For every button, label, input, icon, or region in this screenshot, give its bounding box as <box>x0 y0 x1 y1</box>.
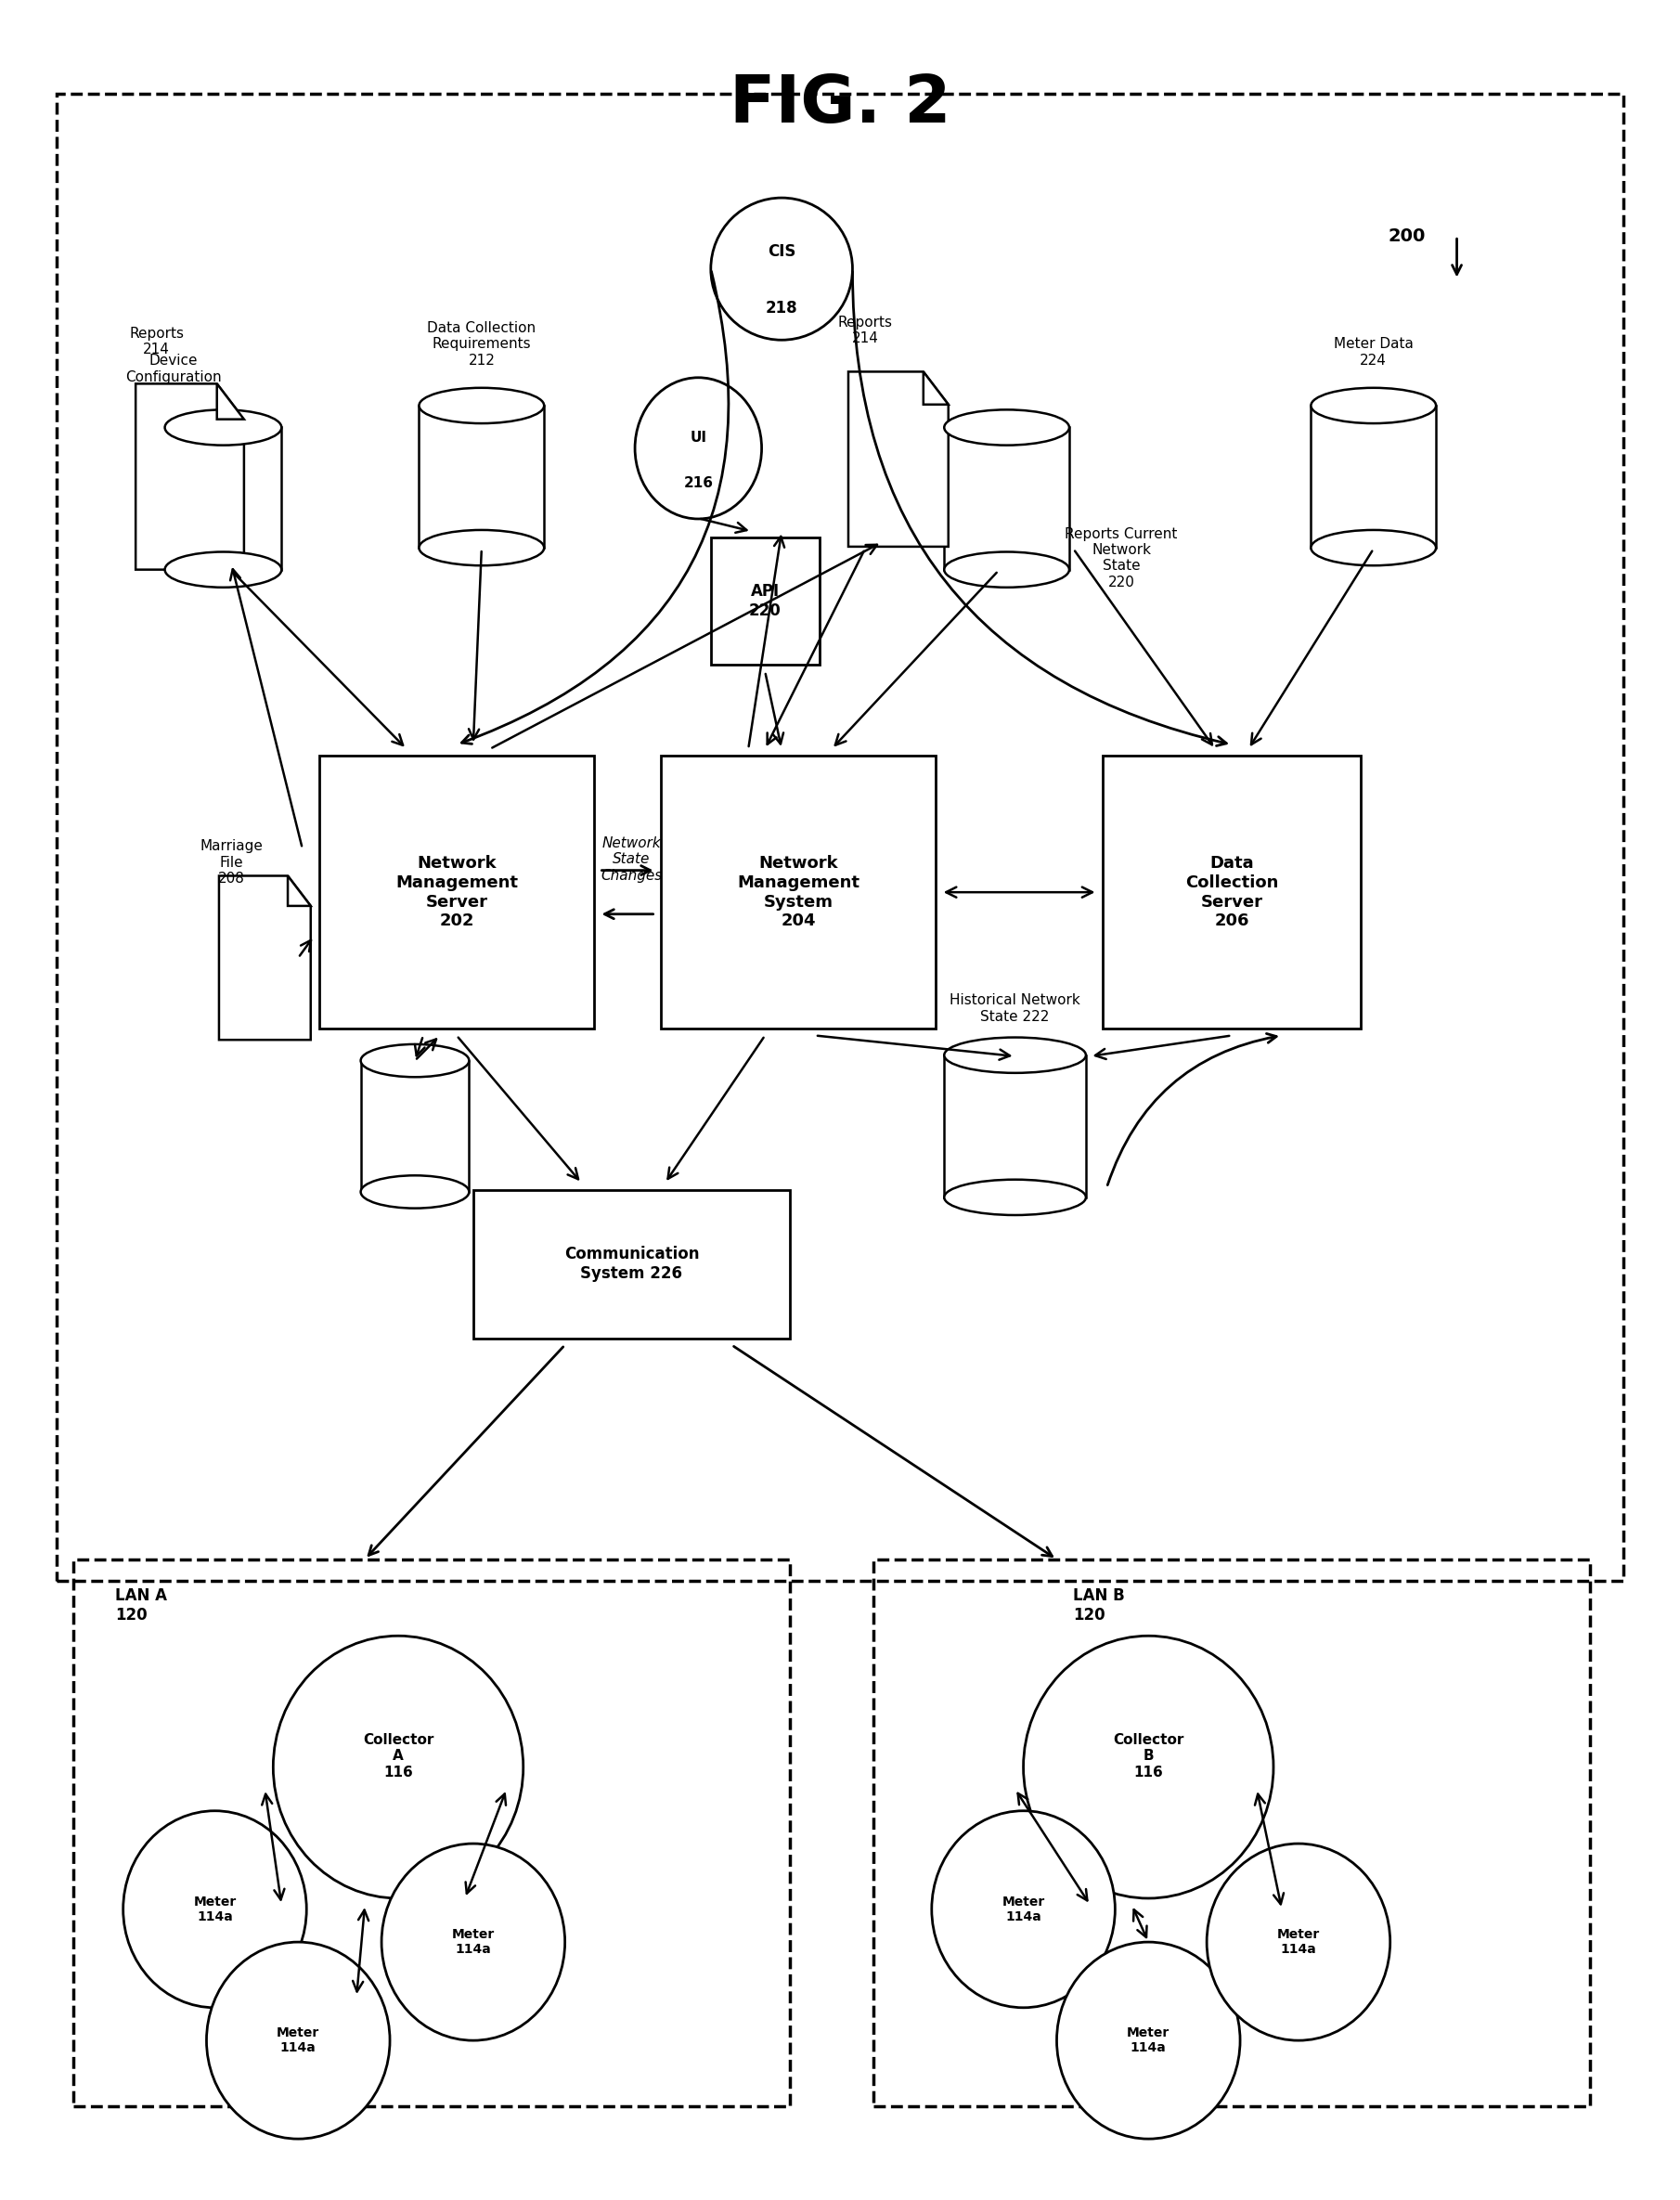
Text: Marriage
File
208: Marriage File 208 <box>200 840 264 887</box>
Text: Meter
114a: Meter 114a <box>1001 1894 1045 1923</box>
Ellipse shape <box>1310 530 1436 565</box>
Text: Network
Management
System
204: Network Management System 204 <box>738 856 860 931</box>
Text: Reports
214: Reports 214 <box>129 326 183 356</box>
Ellipse shape <box>932 1811 1116 2009</box>
Text: Reports
214: Reports 214 <box>838 315 892 345</box>
Ellipse shape <box>1310 387 1436 422</box>
Text: Meter
114a: Meter 114a <box>277 2026 319 2055</box>
Text: FIG. 2: FIG. 2 <box>729 73 951 136</box>
Polygon shape <box>218 876 311 1041</box>
Polygon shape <box>848 372 949 546</box>
Text: Historical Network
State 222: Historical Network State 222 <box>949 994 1080 1023</box>
Polygon shape <box>217 383 244 420</box>
Ellipse shape <box>944 552 1068 587</box>
Text: OMS
211: OMS 211 <box>398 994 432 1023</box>
Bar <box>361 1060 469 1192</box>
Bar <box>418 405 544 548</box>
Ellipse shape <box>944 1038 1085 1074</box>
Ellipse shape <box>635 378 761 519</box>
Bar <box>711 539 820 664</box>
Text: Meter
114a: Meter 114a <box>1277 1927 1320 1956</box>
Text: Data Collection
Requirements
212: Data Collection Requirements 212 <box>427 321 536 367</box>
Ellipse shape <box>361 1045 469 1078</box>
Text: LAN A
120: LAN A 120 <box>114 1588 166 1624</box>
Text: UI: UI <box>690 431 707 444</box>
Bar <box>944 1056 1085 1197</box>
Text: Communication
System 226: Communication System 226 <box>564 1245 699 1283</box>
Ellipse shape <box>944 1179 1085 1214</box>
Text: Data
Collection
Server
206: Data Collection Server 206 <box>1184 856 1278 931</box>
Text: 200: 200 <box>1388 227 1426 244</box>
Bar <box>944 427 1068 570</box>
Text: Network
Management
Server
202: Network Management Server 202 <box>395 856 517 931</box>
Bar <box>165 427 282 570</box>
Bar <box>660 755 936 1030</box>
Text: Collector
A
116: Collector A 116 <box>363 1734 433 1780</box>
Text: Meter
114a: Meter 114a <box>452 1927 494 1956</box>
Text: Reports Current
Network
State
220: Reports Current Network State 220 <box>1065 528 1178 590</box>
Text: LAN B
120: LAN B 120 <box>1074 1588 1126 1624</box>
Bar <box>1310 405 1436 548</box>
Ellipse shape <box>274 1637 522 1899</box>
Ellipse shape <box>1057 1943 1240 2138</box>
Ellipse shape <box>711 198 852 341</box>
Text: Meter
114a: Meter 114a <box>1127 2026 1169 2055</box>
Text: Meter
114a: Meter 114a <box>193 1894 237 1923</box>
Text: Device
Configuration
210: Device Configuration 210 <box>124 354 222 400</box>
Text: CIS: CIS <box>768 242 796 260</box>
Ellipse shape <box>418 530 544 565</box>
Text: Network
State
Changes: Network State Changes <box>601 836 662 882</box>
Polygon shape <box>287 876 311 906</box>
Ellipse shape <box>361 1175 469 1208</box>
Ellipse shape <box>944 409 1068 444</box>
Polygon shape <box>924 372 949 405</box>
Ellipse shape <box>381 1844 564 2039</box>
Text: 216: 216 <box>684 475 712 491</box>
Text: 218: 218 <box>766 299 798 317</box>
Ellipse shape <box>165 409 282 444</box>
Ellipse shape <box>1206 1844 1389 2039</box>
Bar <box>1102 755 1361 1030</box>
Ellipse shape <box>1023 1637 1273 1899</box>
Ellipse shape <box>123 1811 306 2009</box>
Ellipse shape <box>165 552 282 587</box>
Bar <box>319 755 595 1030</box>
Bar <box>474 1190 790 1338</box>
Text: Collector
B
116: Collector B 116 <box>1112 1734 1184 1780</box>
Polygon shape <box>136 383 244 570</box>
Text: Meter Data
224: Meter Data 224 <box>1334 337 1413 367</box>
Text: API
220: API 220 <box>749 583 781 620</box>
Ellipse shape <box>207 1943 390 2138</box>
Ellipse shape <box>418 387 544 422</box>
